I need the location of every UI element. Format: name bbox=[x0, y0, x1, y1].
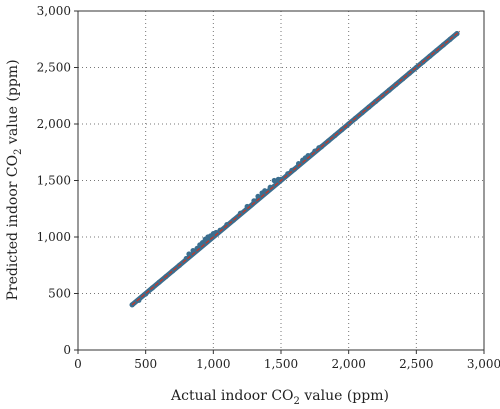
x-tick-label: 500 bbox=[134, 357, 157, 371]
data-point bbox=[278, 176, 284, 182]
data-point bbox=[251, 198, 257, 204]
x-tick-label: 0 bbox=[74, 357, 82, 371]
data-point bbox=[285, 171, 291, 177]
data-point bbox=[312, 148, 318, 154]
x-tick-label: 3,000 bbox=[467, 357, 500, 371]
y-tick-label: 1,500 bbox=[37, 174, 71, 188]
reference-line bbox=[131, 30, 461, 306]
x-tick-label: 2,000 bbox=[331, 357, 365, 371]
data-point bbox=[183, 255, 189, 262]
x-axis-title: Actual indoor CO2 value (ppm) bbox=[170, 388, 389, 407]
data-series bbox=[129, 30, 461, 308]
data-point bbox=[186, 251, 192, 257]
y-tick-label: 2,500 bbox=[37, 61, 71, 75]
y-tick-label: 1,000 bbox=[37, 230, 71, 244]
data-point bbox=[224, 221, 230, 228]
y-tick-label: 0 bbox=[63, 343, 71, 357]
y-tick-label: 3,000 bbox=[37, 4, 71, 18]
data-point bbox=[262, 188, 268, 194]
data-point bbox=[237, 210, 243, 216]
data-point bbox=[255, 193, 261, 199]
x-tick-label: 2,500 bbox=[399, 357, 433, 371]
data-point bbox=[190, 247, 196, 254]
data-point bbox=[217, 227, 223, 233]
data-point bbox=[271, 177, 277, 184]
y-tick-label: 2,000 bbox=[37, 117, 71, 131]
axis-ticks: 0 500 1,000 1,500 2,000 2,500 3,000 0 500 1,000 1,… bbox=[37, 4, 500, 371]
y-axis-title: Predicted indoor CO2 value (ppm) bbox=[5, 59, 24, 300]
data-point bbox=[136, 297, 142, 303]
x-tick-label: 1,500 bbox=[264, 357, 298, 371]
y-tick-label: 500 bbox=[48, 287, 71, 301]
x-tick-label: 1,000 bbox=[196, 357, 230, 371]
